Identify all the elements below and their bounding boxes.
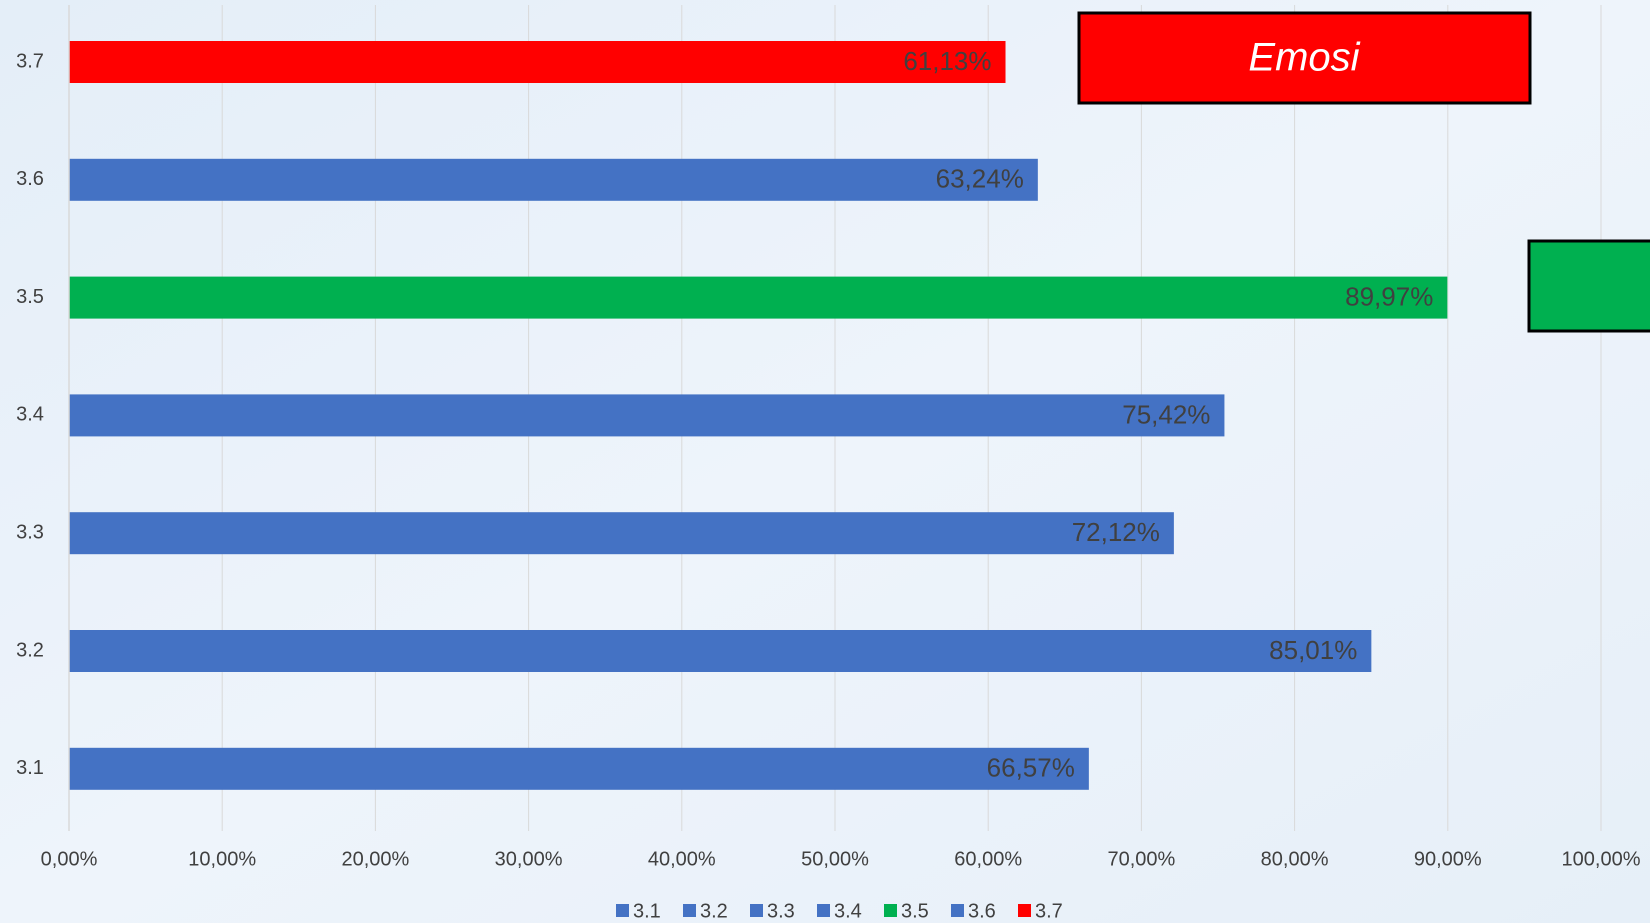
x-tick-label: 30,00% (495, 848, 563, 870)
bar (69, 41, 1006, 83)
value-label: 75,42% (1122, 399, 1210, 429)
value-label: 66,57% (987, 753, 1075, 783)
x-tick-label: 100,00% (1562, 848, 1641, 870)
bar (69, 630, 1371, 672)
y-tick-label: 3.1 (16, 757, 44, 779)
legend-label: 3.6 (968, 900, 996, 922)
legend-label: 3.1 (633, 900, 661, 922)
legend-swatch (951, 904, 964, 917)
value-label: 61,13% (903, 46, 991, 76)
bar (69, 277, 1447, 319)
legend-swatch (817, 904, 830, 917)
legend-label: 3.4 (834, 900, 862, 922)
legend-swatch (616, 904, 629, 917)
annotation-box (1529, 241, 1650, 331)
y-tick-label: 3.2 (16, 639, 44, 661)
legend-label: 3.3 (767, 900, 795, 922)
legend-swatch (1018, 904, 1031, 917)
bar (69, 159, 1038, 201)
legend-swatch (884, 904, 897, 917)
y-tick-label: 3.6 (16, 168, 44, 190)
value-label: 63,24% (936, 164, 1024, 194)
value-label: 72,12% (1072, 517, 1160, 547)
value-label: 89,97% (1345, 281, 1433, 311)
x-tick-label: 70,00% (1107, 848, 1175, 870)
legend-swatch (750, 904, 763, 917)
x-tick-label: 90,00% (1414, 848, 1482, 870)
x-tick-label: 10,00% (188, 848, 256, 870)
value-label: 85,01% (1269, 635, 1357, 665)
y-tick-label: 3.4 (16, 404, 44, 426)
x-tick-label: 0,00% (41, 848, 98, 870)
legend-label: 3.2 (700, 900, 728, 922)
x-tick-label: 80,00% (1261, 848, 1329, 870)
x-tick-label: 40,00% (648, 848, 716, 870)
legend-label: 3.7 (1035, 900, 1063, 922)
x-tick-label: 60,00% (954, 848, 1022, 870)
chart: Emosi 0,00% 10,00% 20,00% 30,00% 40,00% 50,00… (0, 0, 1650, 923)
legend-swatch (683, 904, 696, 917)
y-tick-label: 3.7 (16, 50, 44, 72)
bar (69, 394, 1224, 436)
x-tick-label: 20,00% (341, 848, 409, 870)
bar (69, 748, 1089, 790)
x-tick-label: 50,00% (801, 848, 869, 870)
annotation: Emosi (1248, 36, 1360, 80)
bar (69, 512, 1174, 554)
y-tick-label: 3.5 (16, 286, 44, 308)
y-tick-label: 3.3 (16, 521, 44, 543)
legend-label: 3.5 (901, 900, 929, 922)
